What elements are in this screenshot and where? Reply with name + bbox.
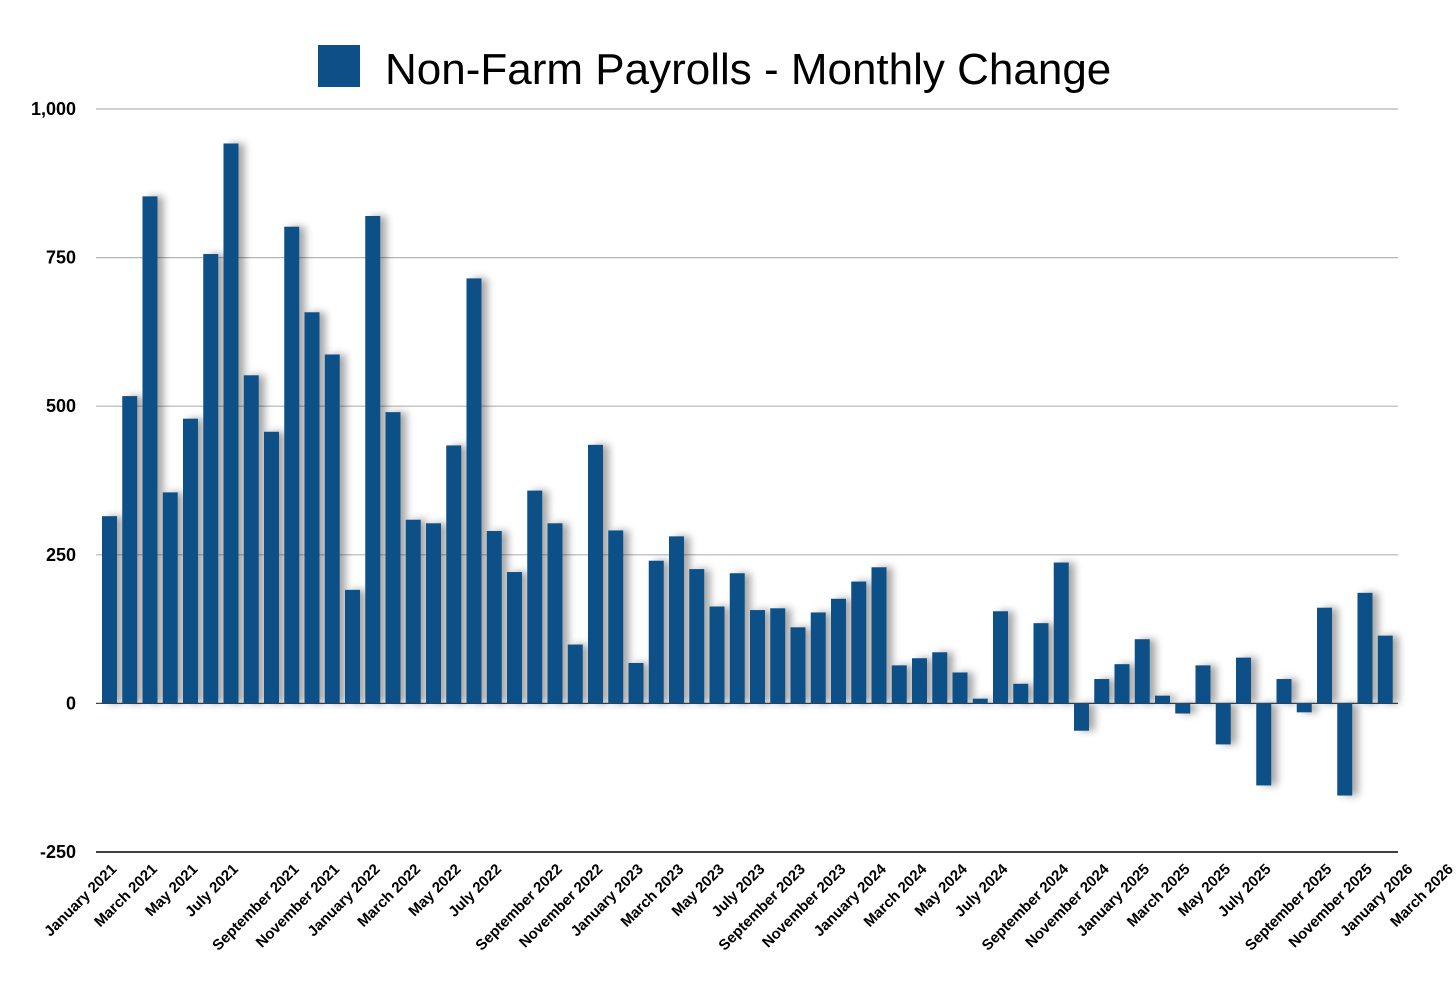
legend-swatch xyxy=(318,45,360,87)
bar xyxy=(486,531,502,704)
bar xyxy=(1155,695,1170,704)
bar xyxy=(527,490,543,704)
bar xyxy=(426,523,441,704)
bar xyxy=(567,644,583,704)
y-tick-label: 500 xyxy=(46,396,76,416)
bar xyxy=(162,492,178,704)
bar xyxy=(365,215,381,704)
bar xyxy=(324,354,340,704)
bar xyxy=(223,143,239,704)
bar xyxy=(1033,623,1049,704)
bar xyxy=(507,572,522,704)
bar xyxy=(446,445,462,704)
y-tick-label: 750 xyxy=(46,248,76,268)
bar xyxy=(1276,679,1292,704)
bar xyxy=(1175,703,1191,714)
bar xyxy=(1215,703,1231,745)
bar xyxy=(1134,639,1150,704)
bar xyxy=(1013,683,1029,704)
bar xyxy=(1236,657,1251,704)
bar xyxy=(1053,562,1069,704)
bar xyxy=(1074,703,1089,731)
y-tick-label: -250 xyxy=(40,842,76,862)
bar xyxy=(1337,703,1353,796)
bar xyxy=(1094,679,1110,704)
legend: Non-Farm Payrolls - Monthly Change xyxy=(318,45,1111,94)
bar xyxy=(729,573,745,704)
bars xyxy=(102,143,1393,796)
bar xyxy=(122,396,138,704)
bar xyxy=(972,698,988,704)
bar xyxy=(405,519,421,704)
bar xyxy=(466,278,482,704)
bar xyxy=(102,516,117,704)
bar xyxy=(1114,664,1130,704)
bar xyxy=(1296,703,1312,713)
bar xyxy=(1377,635,1393,704)
bar xyxy=(952,672,968,704)
bar xyxy=(1317,607,1332,704)
bar xyxy=(750,610,765,704)
bar xyxy=(385,412,401,704)
bar xyxy=(993,611,1008,704)
bar xyxy=(851,581,867,704)
y-axis-ticks: 1,000 750 500 250 0 -250 xyxy=(31,99,76,862)
bar xyxy=(770,608,786,704)
bar xyxy=(203,254,219,704)
bar xyxy=(689,569,705,704)
bar xyxy=(1195,665,1211,704)
bar xyxy=(648,560,664,704)
bar xyxy=(810,612,826,704)
bar xyxy=(1256,703,1272,786)
bar xyxy=(912,658,927,704)
y-tick-label: 0 xyxy=(66,693,76,713)
bar xyxy=(891,665,907,704)
bar xyxy=(1357,592,1373,704)
bar xyxy=(243,375,259,704)
bar xyxy=(608,530,624,704)
bar xyxy=(709,606,725,704)
bar xyxy=(264,431,279,704)
bar xyxy=(547,523,563,704)
bar xyxy=(345,589,360,704)
bar xyxy=(669,536,684,704)
bar xyxy=(871,567,887,704)
bar xyxy=(932,652,948,704)
chart-title: Non-Farm Payrolls - Monthly Change xyxy=(385,45,1111,94)
bar xyxy=(142,196,158,704)
y-tick-label: 1,000 xyxy=(31,99,76,119)
bar xyxy=(790,627,806,704)
bar xyxy=(304,312,320,704)
bar xyxy=(628,662,644,704)
bar xyxy=(588,444,603,704)
bar xyxy=(183,418,198,704)
bar xyxy=(831,598,846,704)
y-tick-label: 250 xyxy=(46,545,76,565)
bar xyxy=(284,226,300,704)
